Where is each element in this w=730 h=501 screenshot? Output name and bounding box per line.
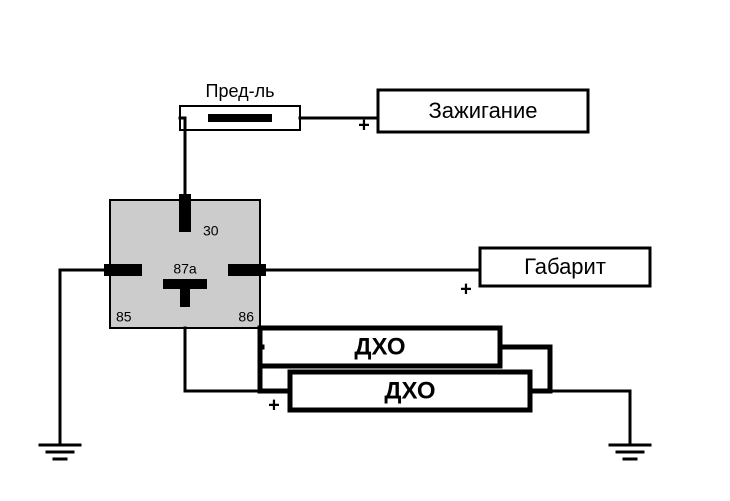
fuse-element <box>208 114 272 122</box>
pin30-label: 30 <box>203 223 219 239</box>
wiring-diagram: Пред-ль Зажигание +30 85 86 87а Габарит + ДХО ДХО… <box>0 0 730 501</box>
plus-drl: + <box>268 394 280 416</box>
parking-label: Габарит <box>524 254 606 279</box>
drl-label-1: ДХО <box>354 333 405 360</box>
pin87a-label: 87а <box>173 261 197 277</box>
ignition-label: Зажигание <box>429 98 538 123</box>
pin86-label: 86 <box>238 309 254 325</box>
fuse-label: Пред-ль <box>206 81 275 101</box>
drl-label-2: ДХО <box>384 377 435 404</box>
plus-ignition: + <box>358 114 370 136</box>
pin85-label: 85 <box>116 309 132 325</box>
plus-parking: + <box>460 278 472 300</box>
